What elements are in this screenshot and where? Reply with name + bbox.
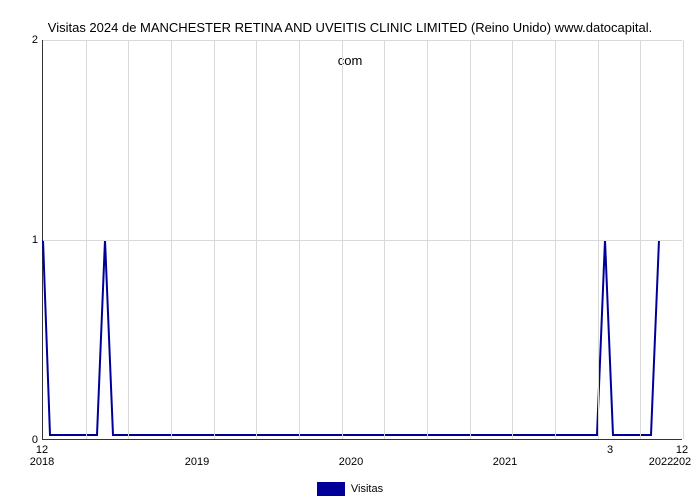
- y-axis-label: 2: [0, 34, 38, 46]
- legend-label: Visitas: [351, 483, 383, 495]
- x-axis-label: 2020: [339, 456, 363, 468]
- x-axis-label: 2019: [185, 456, 209, 468]
- legend-swatch: [317, 482, 345, 496]
- chart-root: { "chart": { "type": "line", "title_line…: [0, 0, 700, 500]
- plot-area: [42, 40, 682, 440]
- x-axis-label: 2021: [493, 456, 517, 468]
- x-axis-sublabel: 12: [676, 444, 688, 456]
- x-axis-label: 202: [673, 456, 691, 468]
- y-axis-label: 0: [0, 434, 38, 446]
- y-axis-label: 1: [0, 234, 38, 246]
- x-axis-label: 2022: [649, 456, 673, 468]
- chart-title-line1: Visitas 2024 de MANCHESTER RETINA AND UV…: [48, 20, 652, 35]
- legend: Visitas: [0, 482, 700, 496]
- x-axis-sublabel: 3: [607, 444, 613, 456]
- series-line: [43, 240, 659, 435]
- grid-h: [43, 40, 682, 41]
- grid-h: [43, 240, 682, 241]
- x-axis-label: 2018: [30, 456, 54, 468]
- grid-v: [683, 40, 684, 439]
